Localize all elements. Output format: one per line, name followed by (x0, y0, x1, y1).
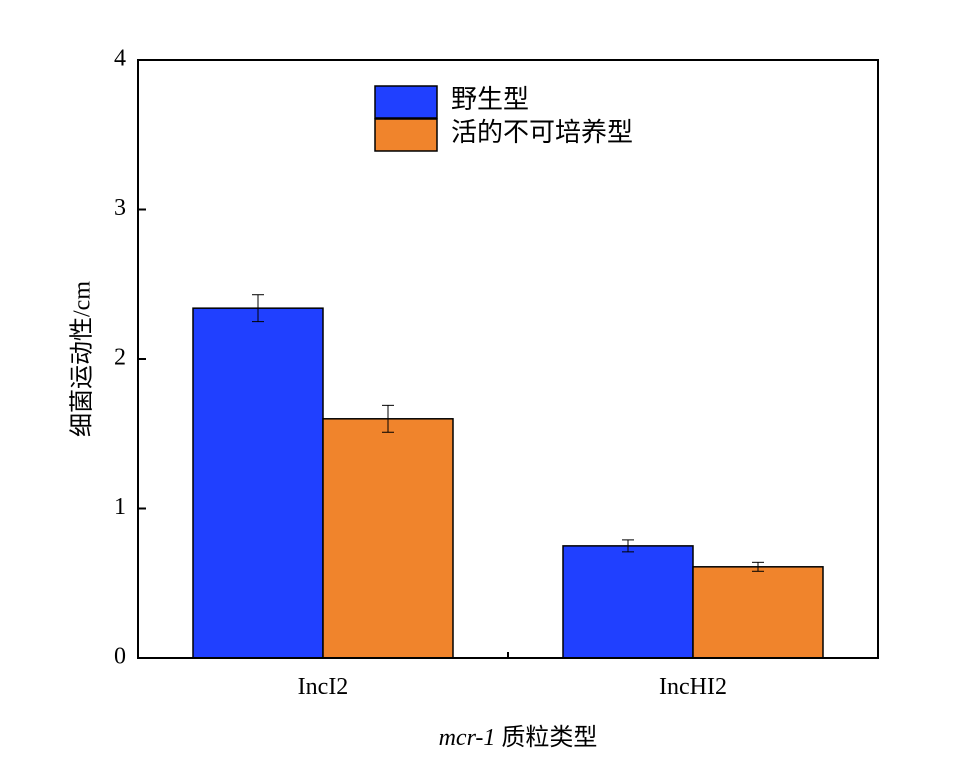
x-tick-label: IncI2 (298, 674, 349, 700)
y-axis-label: 细菌运动性/cm (69, 281, 96, 437)
y-tick-label: 2 (114, 345, 126, 371)
y-tick-label: 1 (114, 494, 126, 520)
x-axis-label-italic: mcr-1 (439, 725, 496, 751)
legend-swatch (374, 118, 438, 152)
legend-label: 活的不可培养型 (451, 118, 633, 147)
y-tick-label: 3 (114, 195, 126, 221)
bar (562, 545, 694, 659)
x-axis-label-text: 质粒类型 (495, 724, 597, 751)
y-tick-label: 0 (114, 644, 126, 670)
plot-area (192, 294, 824, 659)
x-axis-ticks: IncI2 IncHI2 (298, 652, 727, 700)
legend-swatch (374, 85, 438, 119)
y-axis-ticks: 0 1 2 3 4 (114, 46, 146, 670)
x-axis-label: mcr-1 质粒类型 (439, 724, 598, 751)
bar (322, 418, 454, 659)
x-tick-label: IncHI2 (659, 674, 727, 700)
bar (692, 566, 824, 659)
y-tick-label: 4 (114, 46, 126, 72)
bar (192, 307, 324, 659)
legend-label: 野生型 (451, 85, 529, 114)
